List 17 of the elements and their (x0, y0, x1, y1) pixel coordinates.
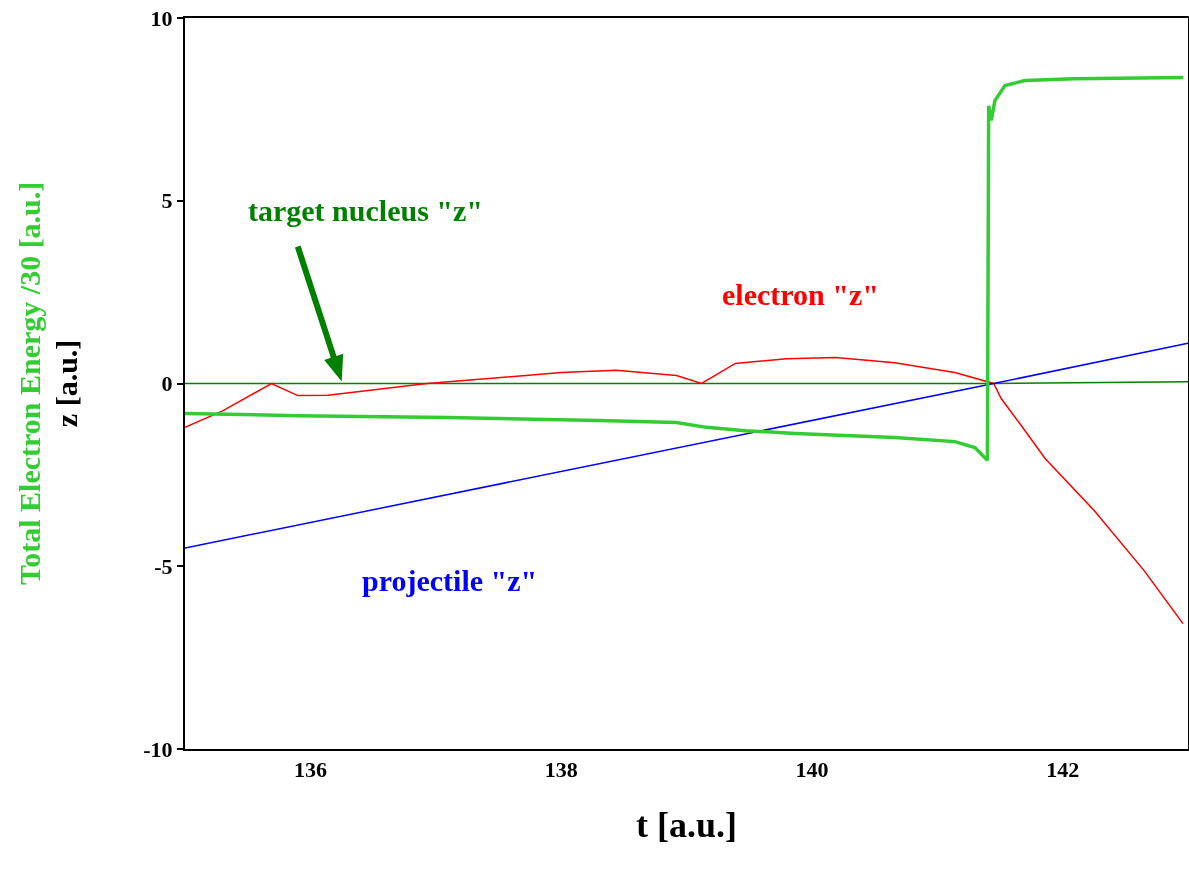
x-tick-label: 140 (795, 757, 829, 783)
x-tick-label: 138 (544, 757, 578, 783)
y-tick-label: 10 (150, 5, 173, 31)
y-tick-label: -5 (154, 553, 173, 579)
text: Total Electron Energy /30 [a.u.] (13, 181, 47, 586)
x-axis-title: t [a.u.] (636, 804, 737, 845)
y-tick-label: 0 (161, 371, 173, 397)
y-axis-title: z [a.u.] (50, 339, 84, 428)
x-tick-label: 136 (293, 757, 327, 783)
series-label: electron "z" (722, 278, 879, 311)
x-tick-label: 142 (1046, 757, 1080, 783)
text: target nucleus "z" (248, 194, 483, 227)
line-series (185, 356, 1184, 625)
line-series (185, 75, 1185, 463)
y-tick-label: -10 (143, 736, 173, 762)
series-label: projectile "z" (362, 564, 538, 597)
y-tick-label: 5 (161, 188, 173, 214)
